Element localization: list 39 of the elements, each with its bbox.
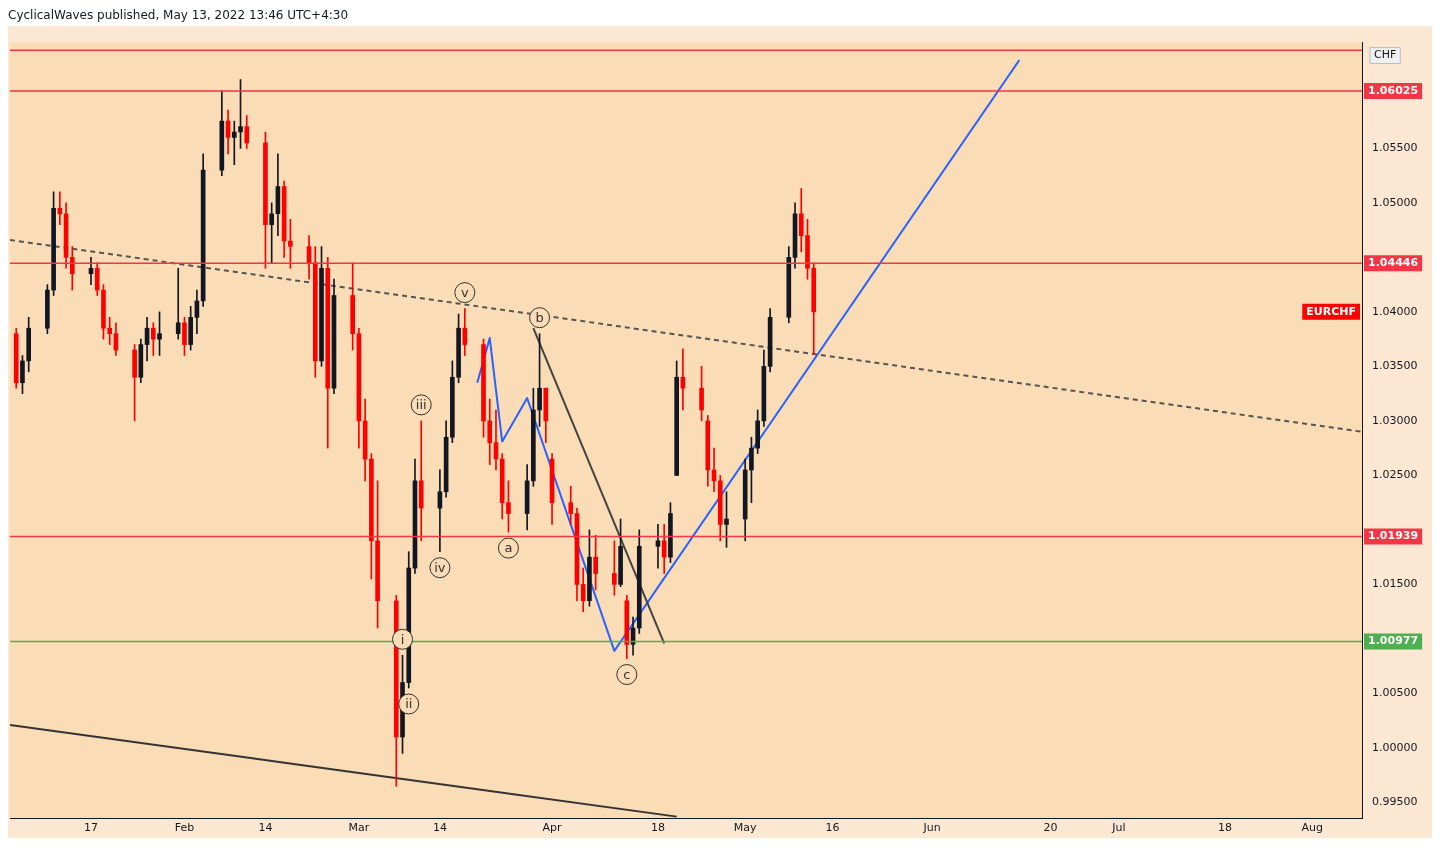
y-tick-label: 1.03500 [1372,359,1418,373]
x-tick-label: 14 [432,821,447,835]
y-tick-label: 1.03000 [1372,413,1418,427]
ref-line-label: 1.06025 [1368,83,1419,97]
y-tick-label: 1.05000 [1372,195,1418,209]
x-tick-label: 18 [650,821,665,835]
annotation: a [504,540,513,556]
annotation: c [623,666,631,682]
ref-line-label: 1.00977 [1368,634,1419,648]
x-tick-label: 17 [84,821,98,835]
x-tick-label: 16 [825,821,840,835]
x-tick-label: Jun [922,821,941,835]
text: CHF [1374,48,1397,62]
annotation: EURCHF [1306,304,1357,318]
x-tick-label: Aug [1301,821,1323,835]
x-tick-label: May [733,821,758,835]
x-tick-label: 14 [258,821,273,835]
y-tick-label: 1.00000 [1372,740,1418,754]
annotation: b [535,310,544,326]
x-tick-label: 18 [1217,821,1232,835]
y-tick-label: 1.05500 [1372,141,1418,155]
y-tick-label: 1.00500 [1372,686,1418,700]
x-tick-label: 20 [1043,821,1058,835]
ref-line-label: 1.01939 [1368,529,1419,543]
x-tick-label: Mar [348,821,370,835]
annotation: iv [434,560,446,576]
annotation: ii [405,696,413,712]
annotation: i [400,631,405,647]
annotation: v [460,284,469,300]
y-tick-label: 0.99500 [1372,795,1418,809]
y-tick-label: 1.01500 [1372,577,1418,591]
y-tick-label: 1.02500 [1372,468,1418,482]
x-tick-label: Feb [174,821,195,835]
x-tick-label: Jul [1111,821,1126,835]
ref-line-label: 1.04446 [1368,256,1419,270]
annotation: iii [415,397,427,413]
y-tick-label: 1.04000 [1372,304,1418,318]
x-tick-label: Apr [542,821,563,835]
chart-title: CyclicalWaves published, May 13, 2022 13:46 UTC+4:30 [8,8,350,24]
